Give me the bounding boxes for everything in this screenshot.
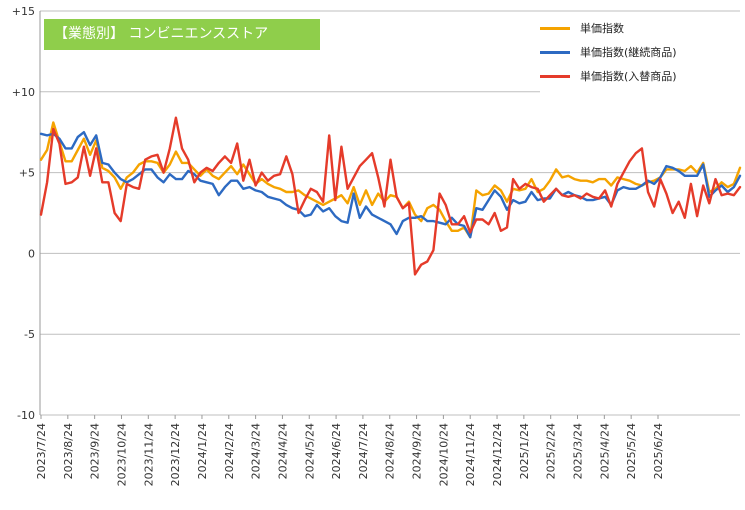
series-line-price-index — [39, 121, 742, 239]
legend: 単価指数 単価指数(継続商品) 単価指数(入替商品) — [540, 14, 745, 94]
series-line-replaced-products — [39, 116, 742, 276]
x-tick-label: 2025/6/24 — [652, 423, 665, 479]
x-tick-label: 2024/4/24 — [276, 423, 289, 479]
legend-swatch-price-index — [540, 26, 570, 30]
x-tick-label: 2023/9/24 — [89, 423, 102, 479]
x-tick-label: 2023/12/24 — [169, 423, 182, 486]
x-tick-label: 2024/12/24 — [491, 423, 504, 486]
x-tick-label: 2023/11/24 — [142, 423, 155, 486]
x-tick-label: 2024/9/24 — [411, 423, 424, 479]
x-tick-label: 2025/1/24 — [518, 423, 531, 479]
x-tick-label: 2024/7/24 — [357, 423, 370, 479]
x-tick-label: 2023/7/24 — [35, 423, 48, 479]
x-tick-label: 2025/2/24 — [545, 423, 558, 479]
x-tick-label: 2023/8/24 — [62, 423, 75, 479]
x-tick-label: 2024/3/24 — [250, 423, 263, 479]
legend-swatch-continuing-products — [540, 50, 570, 54]
chart-title: 【業態別】 コンビニエンスストア — [44, 19, 320, 50]
x-tick-label: 2025/4/24 — [598, 423, 611, 479]
y-tick-label: +10 — [12, 86, 35, 99]
x-tick-label: 2024/6/24 — [330, 423, 343, 479]
legend-label-price-index: 単価指数 — [580, 22, 624, 35]
legend-swatch-replaced-products — [540, 74, 570, 78]
legend-item-price-index: 単価指数 — [540, 18, 624, 38]
x-tick-label: 2024/11/24 — [464, 423, 477, 486]
legend-label-continuing-products: 単価指数(継続商品) — [580, 46, 677, 59]
legend-item-continuing-products: 単価指数(継続商品) — [540, 42, 677, 62]
x-tick-label: 2025/5/24 — [625, 423, 638, 479]
x-tick-label: 2024/5/24 — [303, 423, 316, 479]
y-tick-label: -10 — [17, 409, 35, 422]
legend-label-replaced-products: 単価指数(入替商品) — [580, 70, 677, 83]
y-tick-label: 0 — [28, 247, 35, 260]
x-tick-label: 2024/1/24 — [196, 423, 209, 479]
x-tick-label: 2024/10/24 — [437, 423, 450, 486]
y-tick-label: +5 — [19, 167, 35, 180]
x-tick-label: 2023/10/24 — [115, 423, 128, 486]
series-line-continuing-products — [39, 130, 742, 239]
x-tick-label: 2024/2/24 — [223, 423, 236, 479]
x-tick-label: 2025/3/24 — [572, 423, 585, 479]
x-tick-label: 2024/8/24 — [384, 423, 397, 479]
y-tick-label: +15 — [12, 5, 35, 18]
legend-item-replaced-products: 単価指数(入替商品) — [540, 66, 677, 86]
y-tick-label: -5 — [24, 328, 35, 341]
